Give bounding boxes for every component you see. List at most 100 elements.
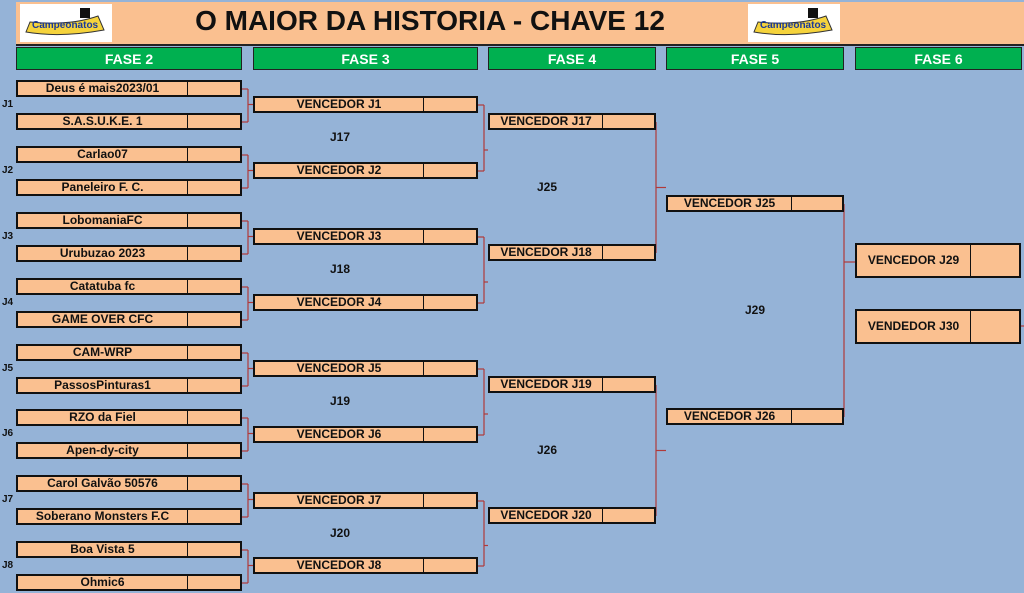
team-name: VENCEDOR J1 <box>255 98 424 111</box>
team-name: VENCEDOR J8 <box>255 559 424 572</box>
score-cell[interactable] <box>603 115 654 128</box>
score-cell[interactable] <box>792 410 842 423</box>
score-cell[interactable] <box>424 428 476 441</box>
team-name: VENCEDOR J19 <box>490 378 603 391</box>
team-name: Apen-dy-city <box>18 444 188 457</box>
match-label: J4 <box>2 296 14 308</box>
match-label: J17 <box>330 130 351 144</box>
phase-header-2: FASE 2 <box>16 47 242 70</box>
match-slot[interactable]: S.A.S.U.K.E. 1 <box>16 113 242 130</box>
match-slot[interactable]: VENCEDOR J26 <box>666 408 844 425</box>
phase-header-5: FASE 5 <box>666 47 844 70</box>
match-slot[interactable]: Carol Galvão 50576 <box>16 475 242 492</box>
match-slot[interactable]: Boa Vista 5 <box>16 541 242 558</box>
match-slot[interactable]: VENCEDOR J17 <box>488 113 656 130</box>
match-slot[interactable]: VENCEDOR J2 <box>253 162 478 179</box>
match-slot[interactable]: GAME OVER CFC <box>16 311 242 328</box>
match-slot[interactable]: Paneleiro F. C. <box>16 179 242 196</box>
score-cell[interactable] <box>603 509 654 522</box>
team-name: LobomaniaFC <box>18 214 188 227</box>
team-name: Deus é mais2023/01 <box>18 82 188 95</box>
title-bar <box>16 2 1024 46</box>
team-name: VENCEDOR J20 <box>490 509 603 522</box>
score-cell[interactable] <box>188 444 240 457</box>
match-slot[interactable]: Catatuba fc <box>16 278 242 295</box>
score-cell[interactable] <box>188 346 240 359</box>
match-slot[interactable]: CAM-WRP <box>16 344 242 361</box>
match-label: J25 <box>537 179 558 194</box>
score-cell[interactable] <box>971 245 1019 276</box>
score-cell[interactable] <box>188 379 240 392</box>
match-slot[interactable]: VENCEDOR J7 <box>253 492 478 509</box>
score-cell[interactable] <box>603 378 654 391</box>
score-cell[interactable] <box>971 311 1019 342</box>
match-label: J29 <box>745 303 766 317</box>
score-cell[interactable] <box>188 313 240 326</box>
match-slot[interactable]: VENCEDOR J8 <box>253 557 478 574</box>
team-name: VENCEDOR J3 <box>255 230 424 243</box>
score-cell[interactable] <box>188 510 240 523</box>
team-name: Ohmic6 <box>18 576 188 589</box>
score-cell[interactable] <box>188 477 240 490</box>
score-cell[interactable] <box>188 411 240 424</box>
match-label: J1 <box>2 98 14 110</box>
match-slot[interactable]: VENCEDOR J6 <box>253 426 478 443</box>
team-name: VENDEDOR J30 <box>857 311 971 342</box>
match-slot[interactable]: Deus é mais2023/01 <box>16 80 242 97</box>
team-name: Urubuzao 2023 <box>18 247 188 260</box>
score-cell[interactable] <box>188 214 240 227</box>
score-cell[interactable] <box>188 576 240 589</box>
match-slot[interactable]: VENCEDOR J1 <box>253 96 478 113</box>
match-slot[interactable]: LobomaniaFC <box>16 212 242 229</box>
match-label: J8 <box>2 559 14 571</box>
score-cell[interactable] <box>424 230 476 243</box>
team-name: VENCEDOR J2 <box>255 164 424 177</box>
match-slot[interactable]: Carlao07 <box>16 146 242 163</box>
match-slot[interactable]: VENCEDOR J5 <box>253 360 478 377</box>
match-slot[interactable]: RZO da Fiel <box>16 409 242 426</box>
score-cell[interactable] <box>424 494 476 507</box>
match-slot[interactable]: VENCEDOR J19 <box>488 376 656 393</box>
match-slot[interactable]: Urubuzao 2023 <box>16 245 242 262</box>
svg-text:Campeonatos: Campeonatos <box>760 20 827 31</box>
team-name: RZO da Fiel <box>18 411 188 424</box>
score-cell[interactable] <box>188 82 240 95</box>
match-slot[interactable]: VENCEDOR J20 <box>488 507 656 524</box>
match-slot[interactable]: Ohmic6 <box>16 574 242 591</box>
score-cell[interactable] <box>603 246 654 259</box>
team-name: Paneleiro F. C. <box>18 181 188 194</box>
match-slot[interactable]: Soberano Monsters F.C <box>16 508 242 525</box>
score-cell[interactable] <box>188 148 240 161</box>
score-cell[interactable] <box>188 280 240 293</box>
team-name: VENCEDOR J6 <box>255 428 424 441</box>
match-label: J18 <box>330 262 351 276</box>
score-cell[interactable] <box>188 543 240 556</box>
match-slot[interactable]: VENCEDOR J25 <box>666 195 844 212</box>
team-name: Catatuba fc <box>18 280 188 293</box>
page-title: O MAIOR DA HISTORIA - CHAVE 12 <box>195 5 665 36</box>
match-slot[interactable]: Apen-dy-city <box>16 442 242 459</box>
match-slot[interactable]: VENCEDOR J4 <box>253 294 478 311</box>
match-slot[interactable]: VENDEDOR J30 <box>855 309 1021 344</box>
match-label: J3 <box>2 230 14 242</box>
team-name: VENCEDOR J5 <box>255 362 424 375</box>
score-cell[interactable] <box>424 98 476 111</box>
score-cell[interactable] <box>188 181 240 194</box>
match-slot[interactable]: PassosPinturas1 <box>16 377 242 394</box>
team-name: VENCEDOR J4 <box>255 296 424 309</box>
score-cell[interactable] <box>792 197 842 210</box>
score-cell[interactable] <box>188 247 240 260</box>
score-cell[interactable] <box>424 164 476 177</box>
match-slot[interactable]: VENCEDOR J18 <box>488 244 656 261</box>
score-cell[interactable] <box>424 362 476 375</box>
team-name: VENCEDOR J17 <box>490 115 603 128</box>
score-cell[interactable] <box>424 559 476 572</box>
match-slot[interactable]: VENCEDOR J29 <box>855 243 1021 278</box>
match-label: J20 <box>330 525 351 540</box>
match-slot[interactable]: VENCEDOR J3 <box>253 228 478 245</box>
team-name: GAME OVER CFC <box>18 313 188 326</box>
team-name: VENCEDOR J18 <box>490 246 603 259</box>
score-cell[interactable] <box>188 115 240 128</box>
score-cell[interactable] <box>424 296 476 309</box>
team-name: VENCEDOR J29 <box>857 245 971 276</box>
